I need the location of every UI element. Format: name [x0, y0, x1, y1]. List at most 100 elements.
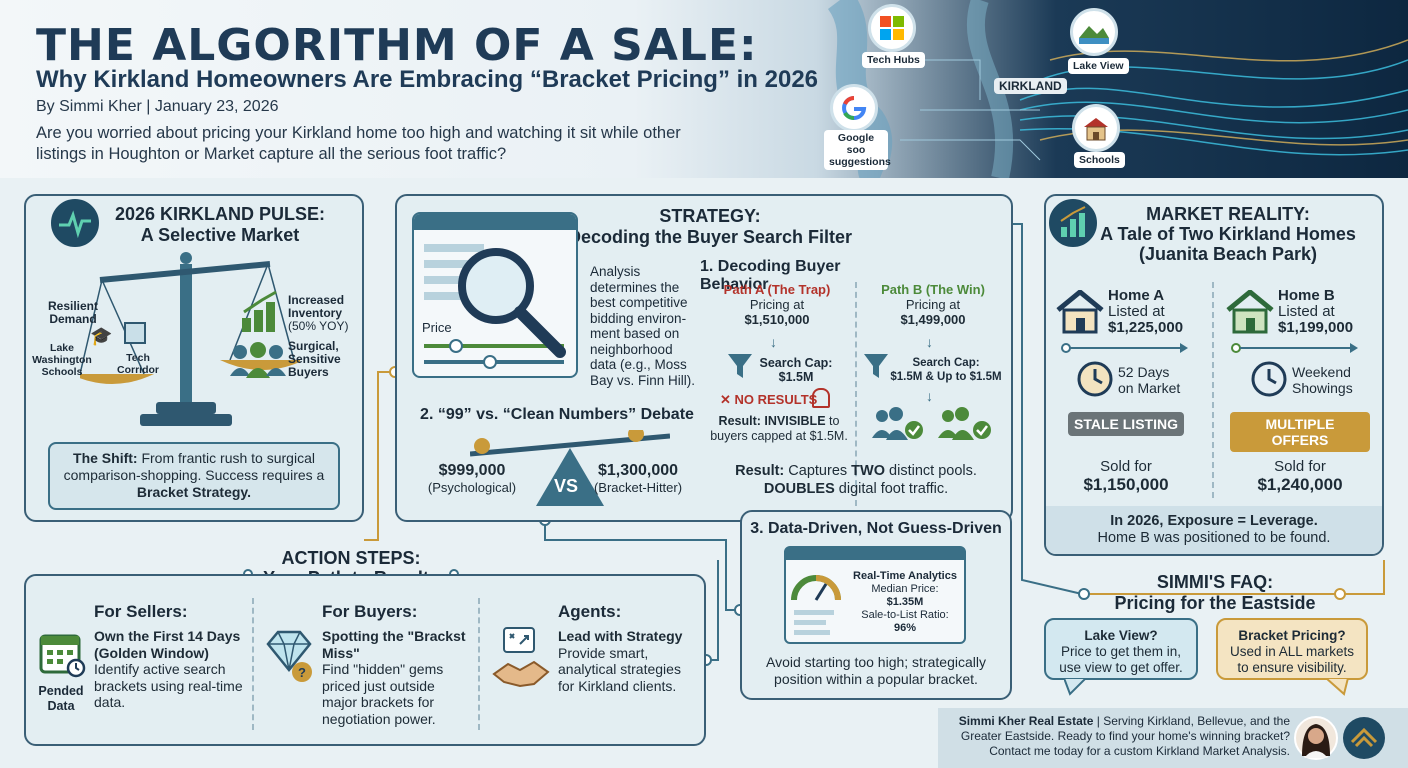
faq-a2: Used in ALL markets to ensure visibility… — [1229, 644, 1355, 675]
stale-listing-badge: STALE LISTING — [1068, 412, 1184, 436]
left-price-block: $999,000 (Psychological) — [420, 462, 524, 495]
home-a-info: Home A Listed at $1,225,000 — [1108, 288, 1183, 336]
path-a: Path A (The Trap) Pricing at $1,510,000 — [704, 282, 850, 327]
google-suggestions-label: Google soo suggestions — [824, 130, 891, 170]
path-b-price: $1,499,000 — [900, 312, 966, 327]
analytics-title: Real-Time Analytics — [853, 570, 957, 582]
action-divider-2 — [478, 598, 480, 730]
buyers-group-icon — [230, 342, 286, 378]
lake-view-icon — [1070, 8, 1118, 56]
buyers-sub: Spotting the "Brackst Miss" — [322, 628, 466, 661]
path-b-result-2: TWO — [851, 463, 885, 479]
kirkland-label: KIRKLAND — [994, 78, 1067, 94]
vs-seesaw-icon — [470, 430, 670, 506]
debate-title: 2. “99” vs. “Clean Numbers” Debate — [420, 406, 694, 423]
footer-text: Simmi Kher Real Estate | Serving Kirklan… — [944, 714, 1290, 759]
arrow-down-icon: ↓ — [926, 388, 933, 404]
no-results-label: NO RESULTS — [734, 392, 818, 407]
sellers-sub: Own the First 14 Days (Golden Window) — [94, 628, 241, 661]
home-a-days-label: on Market — [1118, 380, 1181, 396]
home-b-price: $1,199,000 — [1278, 319, 1354, 336]
svg-text:?: ? — [298, 665, 306, 680]
inventory-pct: (50% YOY) — [288, 319, 349, 333]
x-icon: ✕ — [720, 392, 735, 407]
home-a-sold-label: Sold for — [1100, 458, 1152, 475]
faq-a1: Price to get them in, use view to get of… — [1059, 644, 1183, 675]
home-a-title: Home A — [1108, 287, 1165, 304]
agents-title: Agents: — [558, 602, 622, 621]
footer-body: | Serving Kirkland, Bellevue, and the Gr… — [960, 714, 1290, 758]
home-b-days-label: Showings — [1292, 380, 1353, 396]
path-b-result-label: Result: — [735, 463, 785, 479]
behavior-title: 1. Decoding Buyer Behavior — [700, 258, 841, 293]
diamond-icon: ? — [266, 630, 312, 682]
arrow-down-icon: ↓ — [926, 334, 933, 350]
home-b-days-value: Weekend — [1292, 364, 1351, 380]
scale-icon — [80, 252, 300, 426]
faq-bubble-2: Bracket Pricing? Used in ALL markets to … — [1216, 618, 1368, 680]
path-a-price: $1,510,000 — [744, 312, 810, 327]
home-b-listed: Listed at — [1278, 303, 1335, 320]
path-a-cap: Search Cap: $1.5M — [756, 356, 836, 384]
ratio-label: Sale-to-List Ratio: — [861, 609, 949, 621]
faq-title-line2: Pricing for the Eastside — [1114, 593, 1316, 613]
home-b-timeline — [1231, 343, 1358, 353]
calendar-icon — [39, 634, 86, 678]
path-a-result-label: Result: — [718, 414, 761, 428]
header-banner — [0, 0, 1408, 178]
path-b-result-1: Captures — [788, 463, 848, 479]
sellers-block: Own the First 14 Days (Golden Window) Id… — [94, 628, 248, 711]
pulse-title-line1: 2026 KIRKLAND PULSE: — [114, 204, 326, 224]
left-price: $999,000 — [438, 462, 506, 479]
right-price-block: $1,300,000 (Bracket-Hitter) — [586, 462, 690, 495]
no-results: ✕ NO RESULTS — [720, 392, 817, 408]
market-title-line2: A Tale of Two Kirkland Homes — [1100, 224, 1356, 244]
page-title: THE ALGORITHM OF A SALE: — [36, 20, 758, 71]
path-b-result-3: distinct pools. — [889, 463, 977, 479]
faq-title-line1: SIMMI'S FAQ: — [1156, 572, 1274, 592]
sellers-title: For Sellers: — [94, 602, 188, 621]
clock-icon — [1251, 361, 1287, 397]
handshake-icon — [492, 627, 550, 688]
heartbeat-icon — [48, 196, 102, 250]
page-subtitle: Why Kirkland Homeowners Are Embracing “B… — [36, 66, 819, 93]
home-b-sold: Sold for $1,240,000 — [1240, 458, 1360, 495]
tech-corridor-label: Tech Corridor — [117, 352, 159, 376]
house-b-icon — [1226, 290, 1274, 334]
sellers-text: Identify active search brackets using re… — [94, 661, 243, 710]
analytics-window — [784, 546, 966, 644]
brand-logo-icon — [1343, 717, 1385, 759]
house-a-icon — [1056, 290, 1104, 334]
home-a-price: $1,225,000 — [1108, 319, 1184, 336]
faq-bubble-1: Lake View? Price to get them in, use vie… — [1044, 618, 1198, 680]
price-label: Price — [422, 320, 452, 335]
buyers-block: Spotting the "Brackst Miss" Find "hidden… — [322, 628, 472, 727]
left-note: (Psychological) — [427, 480, 517, 495]
path-b-result-5: digital foot traffic. — [838, 481, 949, 497]
home-b-showings: Weekend Showings — [1292, 364, 1353, 396]
graduation-cap-icon: 🎓 — [90, 326, 113, 346]
pulse-title-line2: A Selective Market — [140, 225, 300, 245]
path-b-result-4: DOUBLES — [763, 481, 835, 497]
inventory-label: Increased Inventory — [288, 293, 345, 320]
pulse-title: 2026 KIRKLAND PULSE: A Selective Market — [100, 204, 340, 246]
path-a-result-bold: INVISIBLE — [764, 414, 826, 428]
path-b-cap: Search Cap: $1.5M & Up to $1.5M — [890, 356, 1002, 384]
bar-chart-icon — [1046, 196, 1100, 250]
buyers-title: For Buyers: — [322, 602, 418, 621]
path-a-cap-label: Search Cap: — [759, 356, 833, 370]
path-b-cap-label: Search Cap: — [912, 357, 980, 369]
market-footer-text: Home B was positioned to be found. — [1097, 530, 1331, 546]
path-a-title: Path A (The Trap) — [723, 282, 831, 297]
path-a-result-rest: to buyers capped at $1.5M. — [710, 414, 848, 443]
chip-icon — [124, 322, 146, 344]
path-b-title: Path B (The Win) — [881, 282, 985, 297]
schools-label: Schools — [1074, 152, 1125, 168]
two-buyer-pools-icon — [872, 407, 991, 440]
data-driven-title: 3. Data-Driven, Not Guess-Driven — [750, 520, 1002, 537]
shift-box: The Shift: From frantic rush to surgical… — [48, 442, 340, 510]
microsoft-logo-icon — [868, 4, 916, 52]
path-a-result: Result: INVISIBLE to buyers capped at $1… — [706, 414, 852, 444]
median-value: $1.35M — [886, 596, 924, 608]
byline: By Simmi Kher | January 23, 2026 — [36, 98, 279, 115]
